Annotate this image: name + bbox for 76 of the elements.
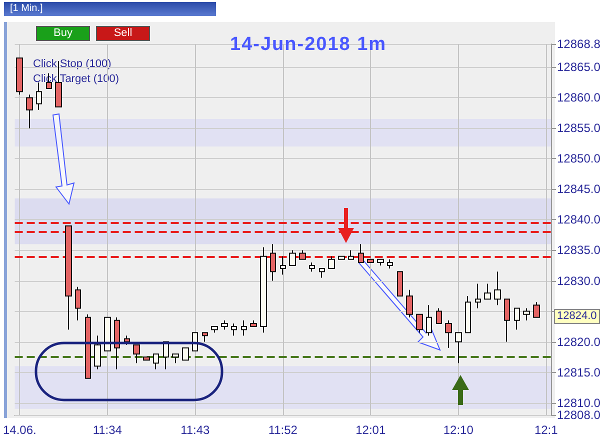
candlestick <box>250 320 257 328</box>
candlestick <box>270 244 276 282</box>
y-tick-label: 12840.0 <box>557 212 601 227</box>
y-tick-label: 12855.0 <box>557 121 601 136</box>
y-tick-label: 12860.0 <box>557 90 601 105</box>
candlestick <box>416 314 423 334</box>
candlestick <box>26 94 33 129</box>
candlestick <box>426 304 432 336</box>
candlestick <box>153 353 159 370</box>
candlestick <box>328 256 335 270</box>
candlestick <box>65 225 72 330</box>
candlestick <box>504 298 510 342</box>
candlestick <box>280 256 286 276</box>
candlestick <box>85 314 91 379</box>
y-tick-label: 12850.0 <box>557 152 601 166</box>
y-tick-label: 12868.8 <box>557 37 601 51</box>
x-tick-label: 11:52 <box>268 423 298 437</box>
x-tick-label: 11:34 <box>92 423 122 437</box>
candlestick <box>455 332 462 364</box>
text: 12824.0 <box>554 309 600 324</box>
candlestick <box>143 356 150 361</box>
text: [1 Min.] <box>4 2 216 16</box>
candlestick <box>221 320 228 330</box>
candlestick <box>484 283 491 300</box>
candlestick <box>465 296 471 334</box>
candlestick <box>241 320 247 336</box>
candlestick <box>514 308 520 330</box>
candlestick <box>494 271 501 306</box>
candlestick <box>211 326 218 334</box>
candlestick <box>523 308 530 321</box>
y-tick-label: 12810.0 <box>557 396 601 410</box>
candlestick <box>114 316 120 370</box>
candlestick <box>319 268 325 278</box>
text: Sell <box>96 26 150 41</box>
y-tick-label: 12835.0 <box>557 243 601 258</box>
candlestick <box>367 258 374 263</box>
candlestick <box>104 316 111 352</box>
candlestick <box>348 250 354 260</box>
candlestick <box>358 244 364 263</box>
text: Buy <box>36 26 90 41</box>
candlestick <box>475 283 481 309</box>
x-tick-label: 12:1 <box>534 423 558 437</box>
candlestick <box>202 332 208 342</box>
y-tick-label: 12865.0 <box>557 60 601 74</box>
candlestick <box>172 353 179 364</box>
candlestick <box>338 256 345 260</box>
candlestick <box>299 250 306 260</box>
y-tick-label: 12815.0 <box>557 365 601 380</box>
x-tick-label: 11:43 <box>180 423 210 437</box>
y-tick-label: 12820.0 <box>557 334 601 349</box>
candlestick <box>445 320 452 348</box>
chart-title: 14-Jun-2018 1m <box>230 34 387 56</box>
candlestick <box>387 258 393 270</box>
candlestick <box>406 289 413 318</box>
candlestick <box>289 250 296 266</box>
candlestick <box>309 262 315 272</box>
candlestick <box>55 60 62 108</box>
candlestick <box>533 302 540 318</box>
candlestick <box>75 286 81 321</box>
candlestick <box>436 308 442 324</box>
candlestick <box>397 271 403 297</box>
candlestick <box>260 246 267 334</box>
candlestick <box>377 258 384 266</box>
y-tick-label: 12845.0 <box>557 182 601 196</box>
candlestick <box>36 82 42 110</box>
candlestick <box>182 347 189 361</box>
candlestick <box>133 344 140 364</box>
y-tick-label: 12808.0 <box>557 408 601 422</box>
candlestick <box>16 58 23 96</box>
x-tick-label: 12:10 <box>443 423 474 437</box>
candlestick <box>231 322 237 336</box>
candlestick <box>94 335 101 370</box>
x-tick-label: 12:01 <box>356 423 386 437</box>
x-tick-label: 14.06. <box>2 423 36 437</box>
annotation: Click Stop (100) <box>33 58 112 70</box>
y-tick-label: 12830.0 <box>557 274 601 288</box>
